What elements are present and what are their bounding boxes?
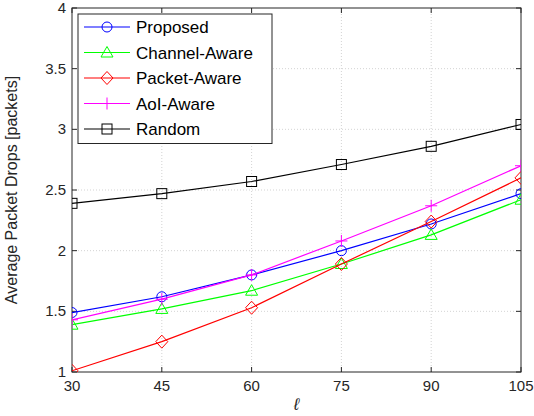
x-tick [431,8,432,13]
series-marker [72,308,77,318]
x-tick-label: 60 [243,377,260,394]
series-marker [336,160,346,170]
x-tick [251,8,252,13]
y-tick [72,250,77,251]
y-tick [516,311,521,312]
legend-label: Proposed [136,18,209,37]
y-tick-label: 1 [58,363,66,380]
background [0,0,534,416]
series-marker [247,177,257,187]
series-line [72,194,521,313]
series-marker [72,198,77,208]
x-tick [521,367,522,372]
grid-line [72,190,521,191]
series-marker [157,189,167,199]
x-tick-label: 45 [153,377,170,394]
series-line [72,200,521,325]
series-marker [515,194,521,205]
x-tick [72,8,73,13]
plot-area [72,8,521,372]
series-marker [156,293,168,305]
y-tick [72,68,77,69]
series-marker [246,301,258,314]
x-tick [431,367,432,372]
legend-label: Channel-Aware [136,44,253,63]
y-tick-label: 1.5 [45,302,66,319]
x-axis-label: ℓ [293,395,300,414]
y-tick [516,8,521,9]
series-marker [515,171,521,184]
legend-line [84,77,130,78]
x-tick [521,8,522,13]
series-group [72,119,521,372]
series-line [72,166,521,320]
legend-marker [101,72,113,85]
legend-marker [102,124,112,134]
series-marker [425,215,437,228]
series-marker [246,269,258,281]
y-tick-label: 4 [58,0,66,16]
y-tick [516,68,521,69]
x-tick [341,8,342,13]
grid-line [431,8,432,372]
x-tick-label: 30 [64,377,81,394]
legend-label: Packet-Aware [136,69,242,88]
legend-marker [102,22,112,32]
series-marker [72,314,78,326]
series-line [72,178,521,371]
series-marker [336,246,346,256]
y-tick-label: 2.5 [45,181,66,198]
series-marker [516,119,521,129]
legend-line [84,52,130,53]
series-marker [247,270,257,280]
y-tick [516,250,521,251]
x-tick [161,367,162,372]
series-marker [72,364,78,372]
grid-line [72,250,521,251]
legend-label: AoI-Aware [136,95,215,114]
y-tick [72,8,77,9]
series-marker [246,285,258,296]
x-tick [251,367,252,372]
x-tick [161,8,162,13]
series-marker [156,335,168,348]
legend-label: Random [136,120,200,139]
legend: Proposed Channel-Aware Packet-Aware AoI-Awa… [78,14,272,144]
legend-line [84,26,130,27]
y-tick [516,372,521,373]
legend-box [78,14,272,144]
y-tick [72,190,77,191]
y-tick-label: 3 [58,120,66,137]
legend-marker [101,47,113,58]
axes-frame [72,8,521,372]
y-axis-label: Average Packet Drops [packets] [3,76,20,304]
y-tick-label: 3.5 [45,60,66,77]
chart: 30 45 60 75 90 105 1 1.5 2 2.5 3 3.5 4 ℓ Average Packe… [0,0,534,416]
series-marker [335,235,347,247]
grid-line [341,8,342,372]
series-marker [426,141,436,151]
x-tick-label: 105 [508,377,533,394]
series-marker [425,200,437,212]
legend-marker [101,98,113,110]
grid-line [72,311,521,312]
series-marker [335,258,347,269]
series-marker [425,229,437,240]
x-tick-label: 90 [423,377,440,394]
y-tick [72,129,77,130]
y-tick-label: 2 [58,242,66,259]
series-marker [515,160,521,172]
legend-line [84,128,130,129]
x-tick [341,367,342,372]
x-tick-label: 75 [333,377,350,394]
series-marker [335,258,347,271]
